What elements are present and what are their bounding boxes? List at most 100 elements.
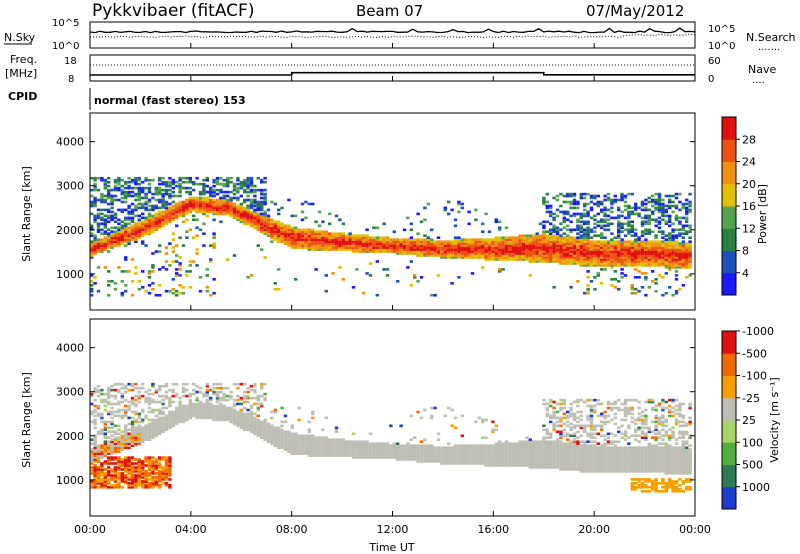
power-cell <box>260 230 264 233</box>
power-cell <box>263 230 267 233</box>
velocity-cell <box>402 450 407 453</box>
power-cell <box>236 216 240 220</box>
power-cell <box>651 242 655 245</box>
power-cell <box>467 246 471 249</box>
power-cell <box>277 224 281 228</box>
power-cell <box>504 258 509 261</box>
velocity-cell <box>154 420 158 424</box>
power-cell <box>277 220 281 224</box>
power-cell <box>447 248 451 251</box>
power-cell <box>290 226 294 230</box>
power-cell <box>304 242 308 245</box>
power-cell <box>674 264 679 267</box>
power-cell <box>443 208 447 212</box>
power-cell <box>593 230 597 233</box>
power-cell <box>552 236 556 239</box>
power-cell <box>576 212 580 216</box>
power-cell <box>515 258 519 261</box>
power-cell <box>368 246 373 249</box>
velocity-cell <box>389 452 393 455</box>
velocity-cell <box>280 432 284 436</box>
velocity-cell <box>168 464 172 467</box>
power-cell <box>202 202 206 206</box>
velocity-cell <box>365 454 369 457</box>
power-cell <box>685 242 689 245</box>
power-cell <box>552 230 556 233</box>
velocity-cell <box>130 424 135 428</box>
power-cell <box>579 242 583 245</box>
velocity-cell <box>229 396 233 400</box>
power-cell <box>566 260 570 263</box>
velocity-cell <box>487 462 492 465</box>
power-cell <box>644 208 648 212</box>
velocity-cell <box>447 454 451 457</box>
velocity-cell <box>409 458 413 461</box>
power-cell <box>375 238 379 241</box>
velocity-cell <box>406 446 410 449</box>
power-cell <box>314 232 318 235</box>
power-cell <box>178 204 182 208</box>
power-cell <box>338 244 342 247</box>
power-cell <box>657 248 662 251</box>
power-cell <box>93 198 97 202</box>
power-cell <box>654 198 658 202</box>
velocity-cell <box>198 390 203 394</box>
power-cell <box>511 252 515 255</box>
power-cell <box>321 244 325 247</box>
power-cell <box>158 190 162 194</box>
power-cell <box>688 256 692 259</box>
power-cell <box>328 234 332 237</box>
power-cell <box>579 212 583 216</box>
power-cell <box>164 260 169 263</box>
power-cell <box>368 250 373 253</box>
power-cell <box>542 258 546 261</box>
velocity-cell <box>277 430 281 434</box>
power-cell <box>661 254 665 257</box>
velocity-cell <box>151 418 155 422</box>
velocity-cell <box>107 452 111 455</box>
velocity-cell <box>130 442 135 445</box>
velocity-cell <box>256 428 260 432</box>
velocity-cell <box>147 406 152 410</box>
power-cell <box>634 276 638 279</box>
velocity-cell <box>331 450 335 453</box>
velocity-cell <box>137 434 141 438</box>
power-cell <box>501 240 505 243</box>
power-cell <box>324 274 328 277</box>
power-cell <box>283 230 288 233</box>
velocity-cell <box>178 408 182 412</box>
power-cell <box>266 214 271 218</box>
power-cell <box>617 252 621 255</box>
velocity-cell <box>494 464 498 467</box>
power-cell <box>596 260 600 263</box>
power-cell <box>518 246 522 249</box>
velocity-cell <box>195 406 199 410</box>
velocity-cell <box>487 458 492 461</box>
velocity-cell <box>368 444 373 447</box>
power-cell <box>484 248 488 251</box>
power-cell <box>453 240 458 243</box>
velocity-cell <box>144 436 148 439</box>
power-cell <box>256 206 260 210</box>
velocity-cell <box>96 478 101 481</box>
velocity-cell <box>154 468 158 471</box>
power-cell <box>392 250 396 253</box>
power-cell <box>416 246 420 249</box>
power-cell <box>243 206 247 210</box>
velocity-cell <box>491 460 495 463</box>
velocity-cell <box>209 402 213 406</box>
velocity-cell <box>331 446 335 449</box>
power-cell <box>688 242 692 245</box>
power-cell <box>623 240 628 243</box>
power-cell <box>447 256 451 259</box>
velocity-cell <box>158 458 162 461</box>
power-cell <box>158 200 162 204</box>
power-cell <box>158 216 162 220</box>
power-cell <box>413 274 417 277</box>
power-cell <box>511 246 515 249</box>
power-cell <box>593 194 597 198</box>
velocity-cell <box>300 446 305 449</box>
velocity-cell <box>195 398 199 402</box>
velocity-cell <box>396 442 400 445</box>
